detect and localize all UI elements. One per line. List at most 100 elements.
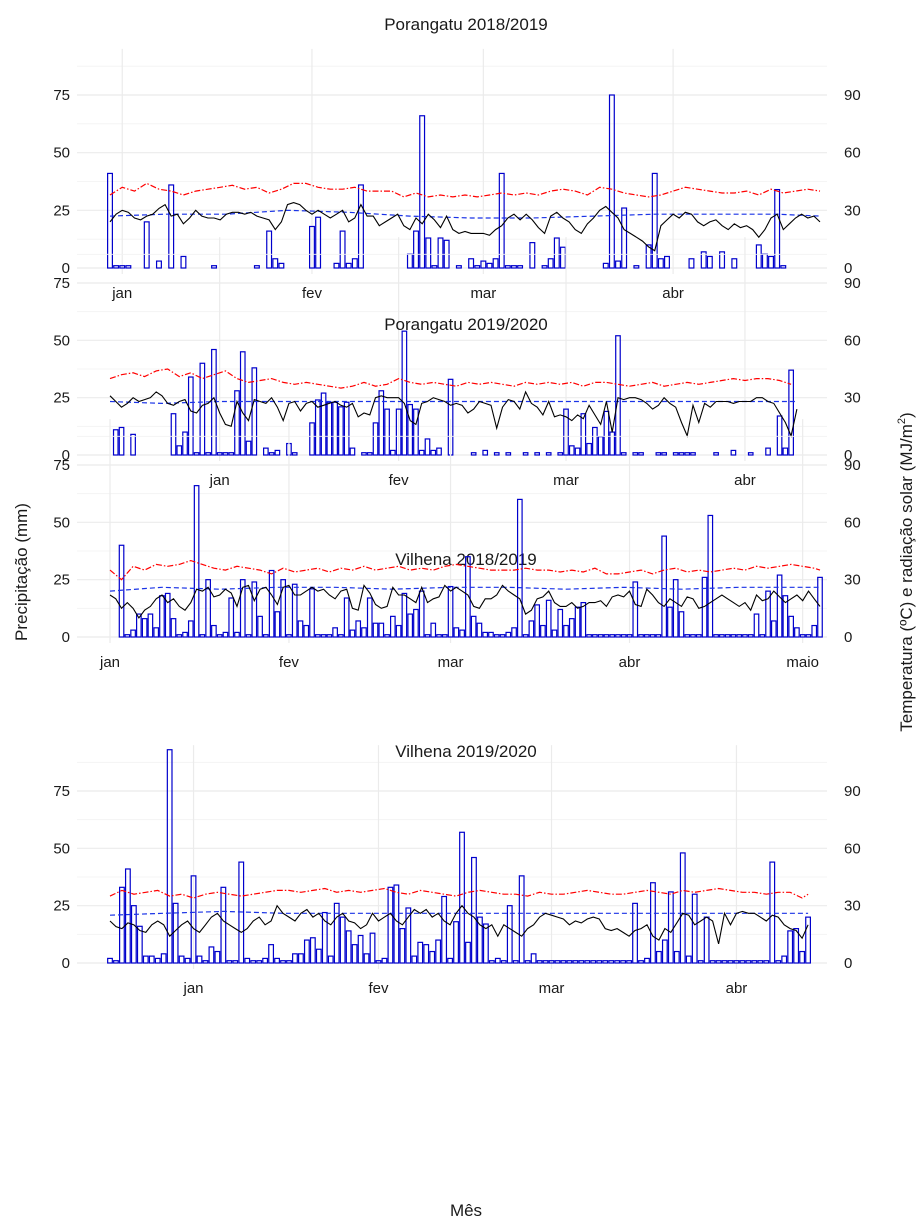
precip-bar — [730, 634, 737, 638]
precip-bar — [280, 579, 287, 638]
precip-bar — [166, 749, 173, 964]
precip-bar — [339, 916, 346, 964]
precip-bar — [632, 902, 638, 964]
precip-bar — [361, 452, 367, 456]
chart-panel-3: Vilhena 2019/2020 0 25 50 75 0 30 60 90 jan fev mar… — [53, 742, 860, 997]
precip-bar — [703, 916, 710, 964]
precip-bar — [351, 258, 358, 269]
precip-bar — [709, 960, 716, 964]
precip-bar — [568, 445, 575, 456]
y-right-tick-label: 90 — [844, 275, 861, 292]
precip-bar — [245, 634, 252, 638]
precip-bar — [553, 237, 560, 269]
precip-bar — [351, 944, 358, 964]
y-left-tick-label: 25 — [53, 898, 70, 915]
precip-bar — [357, 934, 364, 964]
precip-bar — [321, 911, 328, 964]
precip-bar — [663, 255, 670, 269]
precip-bar — [453, 921, 459, 964]
precip-bar — [661, 452, 667, 456]
precip-bar — [586, 442, 592, 456]
tmin-line — [109, 584, 821, 619]
precip-bar — [309, 588, 315, 638]
precip-bar — [788, 615, 794, 638]
precip-bar — [542, 960, 549, 964]
precip-bar — [182, 431, 188, 456]
precip-bar — [685, 955, 692, 964]
precip-bar — [251, 581, 258, 638]
precip-bar — [597, 436, 604, 456]
precip-bar — [125, 265, 132, 269]
precip-bar — [580, 413, 587, 456]
precip-bar — [626, 634, 633, 638]
precip-bar — [180, 255, 187, 269]
precip-bar — [441, 634, 448, 638]
precip-bar — [557, 452, 564, 456]
precip-bar — [688, 258, 695, 269]
y-left-tick-label: 0 — [62, 447, 70, 464]
precip-bar — [199, 634, 206, 638]
precip-bar — [405, 907, 412, 964]
precip-bar — [274, 957, 280, 964]
precip-bar — [244, 957, 251, 964]
precip-bar — [661, 535, 667, 638]
precip-bar — [713, 634, 719, 638]
precip-bar — [381, 957, 388, 964]
precip-bar — [776, 415, 783, 456]
precip-bar — [730, 449, 737, 456]
precip-bar — [160, 953, 167, 964]
precip-bar — [118, 544, 125, 638]
precip-bar — [263, 447, 269, 456]
precip-bar — [719, 634, 725, 638]
y-left-tick-label: 0 — [62, 955, 70, 972]
precip-bar — [468, 258, 475, 269]
y-right-tick-label: 90 — [844, 457, 861, 474]
precip-bar — [534, 452, 541, 456]
precip-bar — [453, 627, 460, 638]
precip-bar — [633, 265, 640, 269]
precip-bar — [187, 620, 194, 638]
y-left-tick-label: 25 — [53, 390, 70, 407]
precip-bar — [470, 615, 477, 638]
precip-bar — [222, 452, 229, 456]
precip-bar — [441, 895, 448, 964]
precip-bar — [136, 925, 143, 964]
y-left-tick-label: 25 — [53, 202, 70, 219]
precip-bar — [574, 606, 581, 638]
precip-bar — [721, 960, 728, 964]
precip-bar — [292, 953, 298, 964]
precip-bar — [534, 604, 541, 638]
y-right-tick-label: 0 — [844, 629, 852, 646]
precip-bar — [190, 875, 197, 964]
precip-bar — [459, 629, 465, 638]
x-tick-label: fev — [279, 654, 300, 671]
precip-bar — [142, 955, 149, 964]
x-tick-label: fev — [368, 980, 389, 997]
precip-bar — [763, 960, 770, 964]
precip-bar — [559, 246, 566, 269]
y-right-tick-label: 90 — [844, 87, 861, 104]
precip-bar — [164, 592, 171, 638]
precip-bar — [389, 615, 396, 638]
precip-bar — [326, 401, 333, 456]
precip-bar — [118, 426, 125, 456]
precip-bar — [706, 255, 713, 269]
precip-bar — [262, 957, 269, 964]
precip-bar — [309, 937, 316, 964]
precip-bar — [545, 599, 552, 638]
precip-bar — [700, 251, 707, 269]
precip-bar — [811, 624, 818, 638]
precip-bar — [184, 957, 191, 964]
precip-bar — [378, 390, 385, 456]
precip-bar — [309, 422, 315, 456]
precip-bar — [482, 923, 489, 964]
precip-bar — [278, 262, 285, 269]
precip-bar — [424, 438, 431, 456]
precip-bar — [679, 852, 686, 964]
precip-bar — [297, 620, 304, 638]
precip-bar — [124, 868, 131, 964]
precip-bar — [770, 620, 777, 638]
y-right-tick-label: 30 — [844, 572, 861, 589]
precip-bar — [170, 413, 177, 456]
precip-bar — [401, 592, 408, 638]
